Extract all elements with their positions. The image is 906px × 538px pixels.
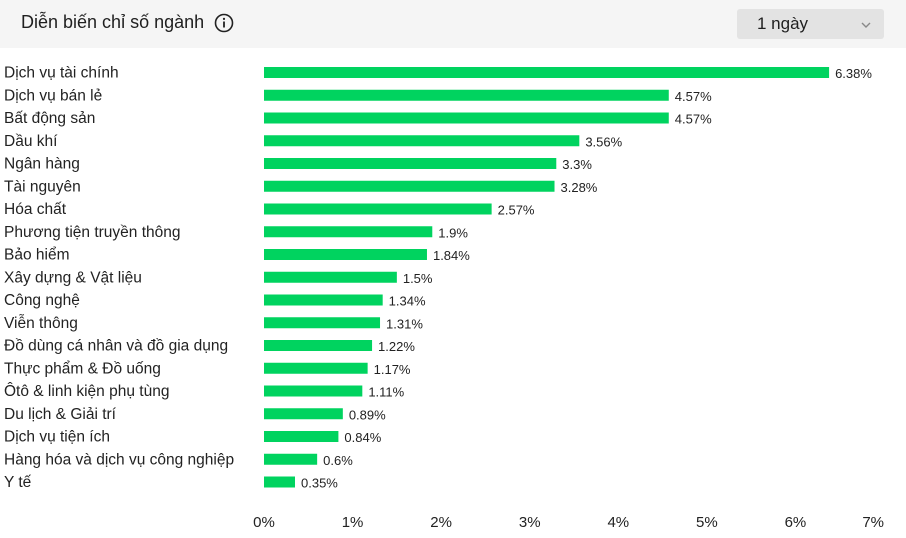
x-tick-label: 0%: [253, 514, 275, 531]
bar: [264, 180, 555, 192]
bar-value-label: 1.17%: [374, 362, 411, 377]
bar: [264, 317, 381, 329]
chart-title: Diễn biến chỉ số ngành: [21, 12, 205, 32]
bar: [264, 431, 339, 442]
chevron-down-icon: [860, 18, 872, 30]
category-label: Ngân hàng: [4, 156, 80, 173]
bar-value-label: 4.57%: [675, 112, 712, 127]
bar: [264, 158, 557, 169]
bar: [264, 226, 433, 238]
x-tick-label: 6%: [785, 514, 807, 531]
bar-value-label: 6.38%: [835, 66, 872, 81]
bar-value-label: 3.3%: [562, 157, 592, 172]
bar: [264, 408, 343, 420]
bar: [264, 67, 830, 78]
x-tick-label: 7%: [862, 514, 884, 531]
bar: [264, 135, 580, 147]
bar-value-label: 1.22%: [378, 339, 415, 354]
bar-value-label: 1.11%: [368, 385, 404, 400]
bar: [264, 271, 397, 283]
x-tick-label: 3%: [519, 514, 541, 531]
info-icon[interactable]: [213, 12, 235, 34]
x-tick-label: 1%: [342, 514, 364, 531]
bar-value-label: 1.84%: [433, 248, 470, 263]
category-label: Ôtô & linh kiện phụ tùng: [4, 383, 169, 400]
category-label: Dịch vụ tài chính: [4, 65, 119, 82]
bar-value-label: 1.5%: [403, 271, 433, 286]
bar-value-label: 0.35%: [301, 476, 338, 491]
category-label: Dầu khí: [4, 133, 58, 150]
bar-value-label: 0.89%: [349, 407, 386, 422]
bar: [264, 89, 669, 101]
bar-value-label: 1.34%: [389, 294, 426, 309]
category-label: Du lịch & Giải trí: [4, 406, 117, 423]
bar: [264, 249, 427, 260]
bar-value-label: 1.31%: [386, 316, 423, 331]
chart-header: Diễn biến chỉ số ngành 1 ngày: [0, 0, 906, 48]
category-label: Hóa chất: [4, 201, 67, 218]
bar-value-label: 3.56%: [585, 134, 622, 149]
category-label: Bất động sản: [4, 110, 95, 127]
category-label: Dịch vụ bán lẻ: [4, 87, 102, 104]
period-select[interactable]: 1 ngày: [737, 9, 884, 39]
category-label: Xây dựng & Vật liệu: [4, 269, 142, 286]
x-tick-label: 5%: [696, 514, 718, 531]
bar: [264, 476, 295, 488]
bar: [264, 340, 373, 351]
bar: [264, 385, 363, 397]
bar: [264, 112, 669, 124]
bar-value-label: 4.57%: [675, 89, 712, 104]
category-label: Phương tiện truyền thông: [4, 224, 181, 241]
bar: [264, 362, 368, 374]
category-label: Dịch vụ tiện ích: [4, 429, 110, 446]
category-label: Viễn thông: [4, 315, 78, 332]
category-label: Bảo hiểm: [4, 247, 69, 264]
category-label: Hàng hóa và dịch vụ công nghiệp: [4, 451, 234, 468]
bar-value-label: 1.9%: [438, 225, 468, 240]
x-tick-label: 2%: [430, 514, 452, 531]
category-label: Y tế: [4, 474, 32, 491]
period-select-value: 1 ngày: [757, 14, 809, 33]
bar-value-label: 2.57%: [498, 203, 535, 218]
bar-value-label: 0.84%: [344, 430, 381, 445]
bar: [264, 294, 383, 306]
bar: [264, 453, 318, 465]
x-tick-label: 4%: [607, 514, 629, 531]
bar: [264, 203, 492, 215]
bar-value-label: 3.28%: [561, 180, 598, 195]
category-label: Công nghệ: [4, 292, 80, 309]
category-label: Tài nguyên: [4, 178, 81, 195]
category-label: Thực phẩm & Đồ uống: [4, 360, 161, 377]
bar-value-label: 0.6%: [323, 453, 353, 468]
category-label: Đồ dùng cá nhân và đồ gia dụng: [4, 338, 228, 355]
